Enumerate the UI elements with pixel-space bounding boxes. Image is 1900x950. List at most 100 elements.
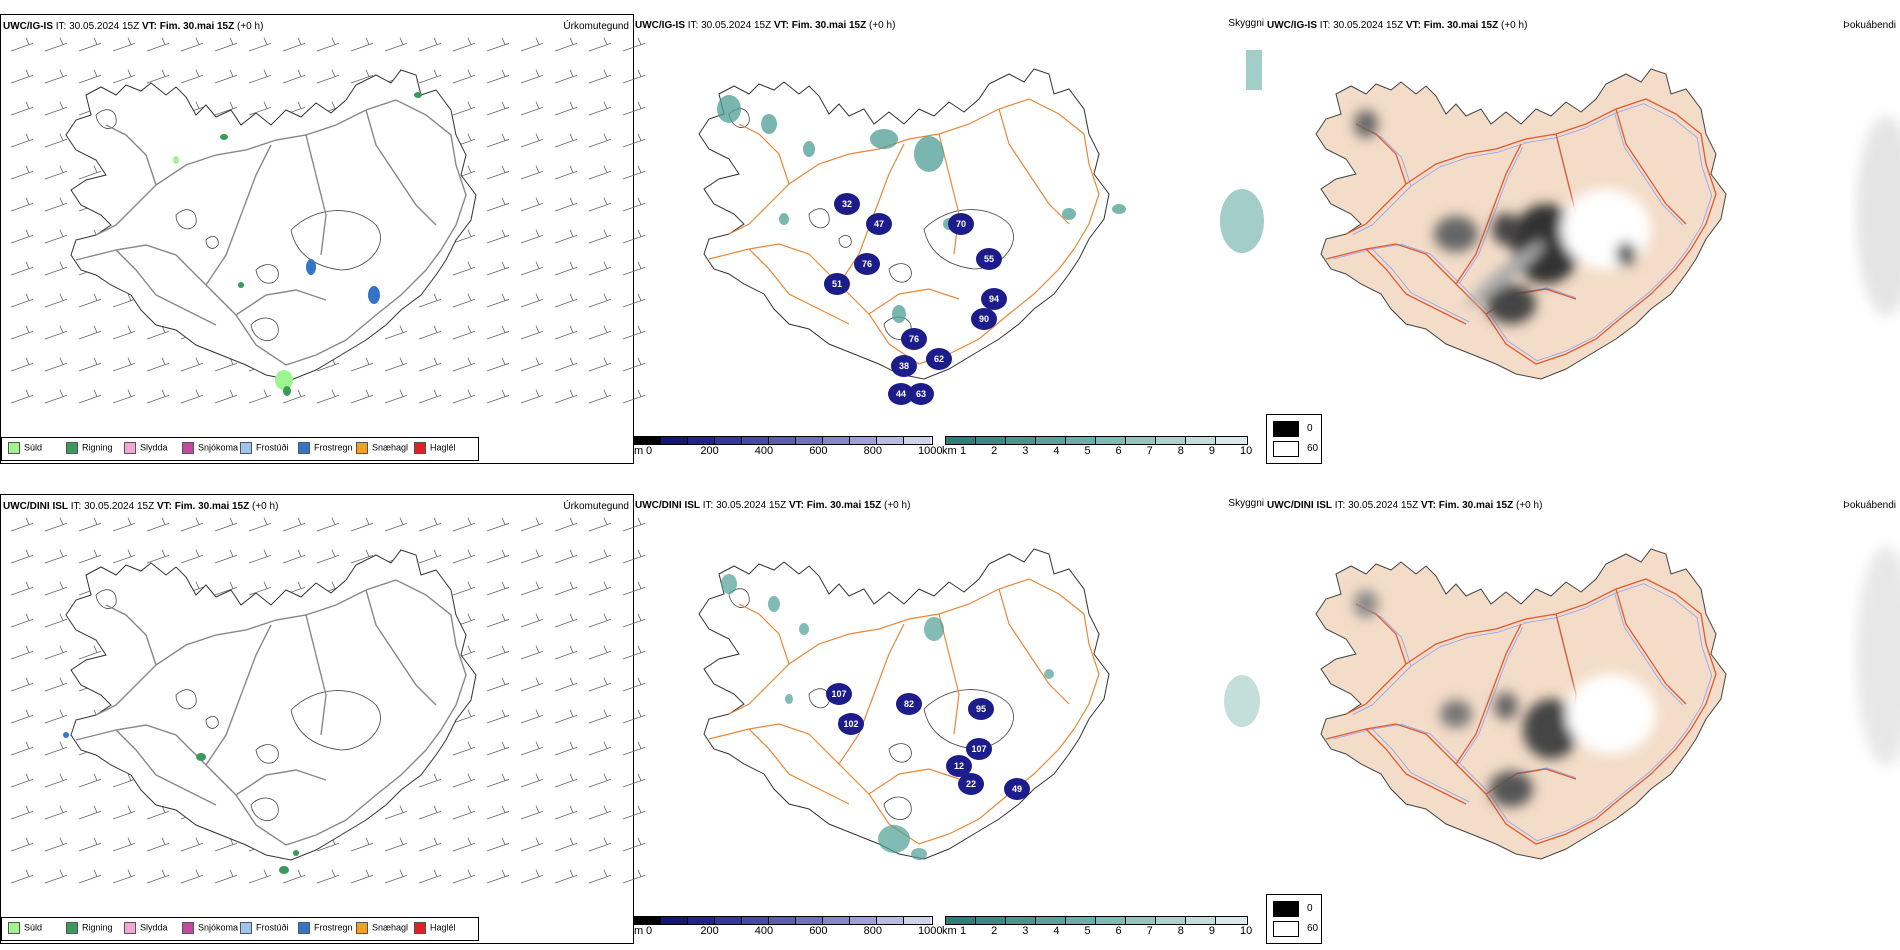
- low-cloud-patch: [926, 348, 952, 370]
- cloud-map: 32 47 76 51 70 55 94 90 76 62 38 44 63: [634, 36, 1266, 434]
- precip-legend: Súld Rigning Slydda Snjókoma Frostúði Frostre…: [1, 917, 479, 941]
- wind-barb: [622, 869, 646, 884]
- wind-barb: [452, 101, 476, 116]
- wind-barb: [44, 37, 68, 52]
- wind-barb: [384, 325, 408, 340]
- colorbar-tick: 9: [1208, 445, 1215, 457]
- legend-swatch: [414, 922, 426, 934]
- wind-barb: [10, 869, 34, 884]
- wind-barb: [554, 581, 578, 596]
- row-1: UWC/IG-IS IT: 30.05.2024 15Z VT: Fim. 30…: [0, 0, 1900, 470]
- wind-barb: [452, 517, 476, 532]
- wind-barb: [112, 389, 136, 404]
- legend-label: Rigning: [82, 922, 113, 933]
- wind-barb: [78, 357, 102, 372]
- wind-barb: [10, 773, 34, 788]
- legend-label: Súld: [24, 922, 43, 933]
- colorbar-segment: [975, 436, 1008, 445]
- fog-legend-label: 60: [1307, 923, 1319, 934]
- wind-barb: [44, 165, 68, 180]
- wind-barb: [622, 165, 646, 180]
- wind-barb: [316, 549, 340, 564]
- colorbar-segment: [795, 916, 825, 925]
- colorbar-tick: 7: [1146, 925, 1153, 937]
- colorbar-segment: [1125, 916, 1158, 925]
- colorbar-segment: [1005, 916, 1038, 925]
- legend-label: Snjókoma: [198, 442, 239, 453]
- wind-barb: [622, 197, 646, 212]
- it-label: IT:: [1319, 20, 1331, 31]
- wind-barb: [248, 69, 272, 84]
- colorbar-segment: [1185, 436, 1218, 445]
- fog-panel-2: UWC/DINI ISL IT: 30.05.2024 15Z VT: Fim.…: [1266, 494, 1900, 944]
- wind-barb: [554, 389, 578, 404]
- wind-barb: [520, 325, 544, 340]
- cloud-base-value: 44: [896, 389, 906, 399]
- cloud-base-value: 76: [862, 259, 872, 269]
- fog-legend-label: 0: [1307, 423, 1313, 434]
- legend-swatch: [124, 442, 136, 454]
- wind-barb: [418, 517, 442, 532]
- wind-barb: [554, 133, 578, 148]
- wind-barb: [554, 869, 578, 884]
- wind-barb: [44, 357, 68, 372]
- wind-barb: [282, 389, 306, 404]
- colorbar-segment: [975, 916, 1008, 925]
- legend-swatch: [66, 442, 78, 454]
- wind-barb: [384, 869, 408, 884]
- precip-legend-item: Frostregn: [298, 442, 353, 454]
- precip-legend-item: Rigning: [66, 442, 113, 454]
- panel-header: UWC/IG-IS IT: 30.05.2024 15Z VT: Fim. 30…: [3, 21, 263, 33]
- wind-barb: [248, 37, 272, 52]
- wind-barb: [350, 69, 374, 84]
- wind-barb: [622, 645, 646, 660]
- precip-map: [1, 517, 646, 915]
- cloud-base-value: 94: [989, 294, 999, 304]
- wind-barb: [44, 261, 68, 276]
- wind-barb: [622, 293, 646, 308]
- wind-barb: [44, 645, 68, 660]
- wind-barb: [418, 549, 442, 564]
- wind-barb: [418, 37, 442, 52]
- wind-barb: [520, 741, 544, 756]
- wind-barb: [554, 517, 578, 532]
- wind-barb: [554, 805, 578, 820]
- offshore-fog: [1856, 546, 1900, 766]
- wind-barb: [316, 389, 340, 404]
- wind-barb: [486, 741, 510, 756]
- colorbar-segment: [876, 436, 906, 445]
- wind-barb: [10, 613, 34, 628]
- offshore-fog: [1856, 116, 1900, 316]
- legend-swatch: [240, 442, 252, 454]
- colorbar-segment: [633, 916, 663, 925]
- panel-header: UWC/IG-IS IT: 30.05.2024 15Z VT: Fim. 30…: [635, 20, 895, 32]
- wind-barb: [554, 357, 578, 372]
- legend-swatch: [298, 442, 310, 454]
- precip-panel-2: UWC/DINI ISL IT: 30.05.2024 15Z VT: Fim.…: [0, 494, 646, 944]
- wind-barb: [350, 837, 374, 852]
- wind-barb: [112, 69, 136, 84]
- ceiling-colorbar: m 0 200 400 600 800 1000: [633, 916, 942, 939]
- legend-label: Frostregn: [314, 922, 353, 933]
- wind-barb: [418, 389, 442, 404]
- wind-barb: [44, 101, 68, 116]
- wind-barb: [112, 549, 136, 564]
- colorbar-segment: [849, 436, 879, 445]
- wind-barb: [10, 197, 34, 212]
- wind-barb: [282, 869, 306, 884]
- colorbar-segment: [876, 916, 906, 925]
- colorbar-segment: [1155, 436, 1188, 445]
- vt-value: Fim. 30.mai 15Z: [159, 21, 235, 32]
- wind-barb: [452, 709, 476, 724]
- wind-barb: [622, 741, 646, 756]
- wind-barb: [622, 69, 646, 84]
- wind-barb: [588, 261, 612, 276]
- wind-barb: [486, 613, 510, 628]
- wind-barb: [10, 357, 34, 372]
- wind-barb: [554, 293, 578, 308]
- wind-barb: [180, 69, 204, 84]
- wind-barb: [588, 133, 612, 148]
- wind-barb: [486, 549, 510, 564]
